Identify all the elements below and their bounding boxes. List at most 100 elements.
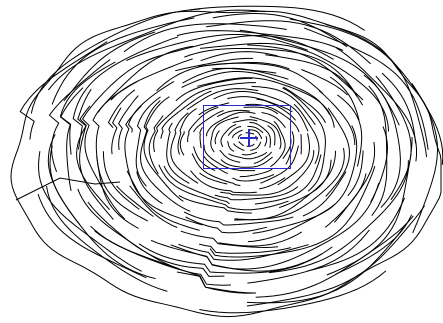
ring-contour [19,41,108,140]
ring-contour [183,211,294,226]
ring-contour [239,29,400,126]
ring-contour [176,30,344,51]
ring-contour [214,186,299,201]
ring-contour [200,51,278,62]
ring-contour [199,172,228,185]
ring-contour [304,27,429,150]
ring-contour [241,151,258,156]
ring-contour [118,95,139,150]
ring-contour [219,149,241,163]
ring-contour [96,156,139,229]
ring-contour [184,48,364,106]
ring-contour [185,216,268,234]
ring-contour [216,109,250,118]
ring-contour [232,174,275,182]
ring-contour [301,69,348,96]
ring-contour [205,111,256,137]
ring-contour [247,44,364,101]
ring-contour [139,100,191,212]
crosshair-icon[interactable] [240,129,258,147]
ring-contour [249,129,262,139]
ring-contour [111,107,122,155]
ring-contour [203,155,228,174]
ring-contour [156,62,324,94]
ring-contour [212,12,348,48]
ring-contour [329,76,360,121]
ring-contour [260,145,299,184]
ring-contour [210,116,239,153]
ring-contour [335,214,413,275]
ring-contour [247,203,336,243]
ring-contour [179,131,185,156]
ring-contour [63,31,156,102]
ring-contour [198,62,290,70]
ring-contour [199,270,387,314]
ring-contour [77,188,180,270]
ring-contour [48,9,266,91]
ring-contour [381,72,417,144]
ring-contour [192,110,224,133]
ring-contour [126,170,200,231]
crosshair-vertical [248,129,250,147]
ring-contour [277,133,311,186]
ring-contour [209,166,376,258]
ring-contour [170,112,199,184]
ring-contour [251,85,316,126]
ring-contour [178,243,309,261]
ring-contour [135,96,161,187]
ring-contour [51,17,195,105]
ring-contour [249,121,271,148]
ring-contour [337,94,363,167]
ring-contour [306,197,406,272]
ring-contour [325,107,351,197]
ring-contour [77,88,114,220]
ring-contour [302,171,347,217]
ring-contour [127,80,175,133]
ring-contour [247,125,264,134]
ring-contour [245,103,300,133]
ring-contour [234,147,345,221]
ring-contour [268,160,409,274]
ring-contour [102,151,140,210]
ring-contour [220,156,273,168]
ring-contour [282,87,326,192]
ring-contour [126,34,309,62]
ring-contour [243,106,279,115]
ring-contour [170,182,380,270]
ring-contour [232,119,258,123]
ring-contour [254,154,322,205]
selection-box[interactable] [203,105,291,169]
bark-boundary [10,10,442,318]
ring-contour [285,131,295,165]
ring-contour [175,77,253,102]
ring-contour [46,185,168,292]
ring-contour [47,134,81,226]
ring-contour [59,61,116,155]
ring-contour [213,91,309,132]
ring-contour [265,54,358,97]
ring-contour [92,80,149,222]
ring-contour [116,185,154,217]
ring-contour [347,150,364,197]
ring-contour [220,150,315,196]
ring-contour [211,67,277,74]
ring-contour [166,122,190,184]
ring-contour [249,116,282,150]
ring-contour [76,105,110,210]
ring-contour [214,130,220,145]
ring-contour [245,132,255,135]
ring-contour [247,229,370,284]
ring-contour [220,124,237,148]
ring-contour [129,185,178,228]
ring-contour [60,87,84,191]
ring-contour [218,231,303,247]
ring-contour [191,153,241,186]
ring-contour [193,146,216,172]
ring-contour [227,140,235,152]
ring-contour [143,96,184,202]
ring-contour [270,120,286,168]
ring-contour [72,36,179,150]
ring-contour [97,45,193,113]
ring-contour [237,133,242,140]
